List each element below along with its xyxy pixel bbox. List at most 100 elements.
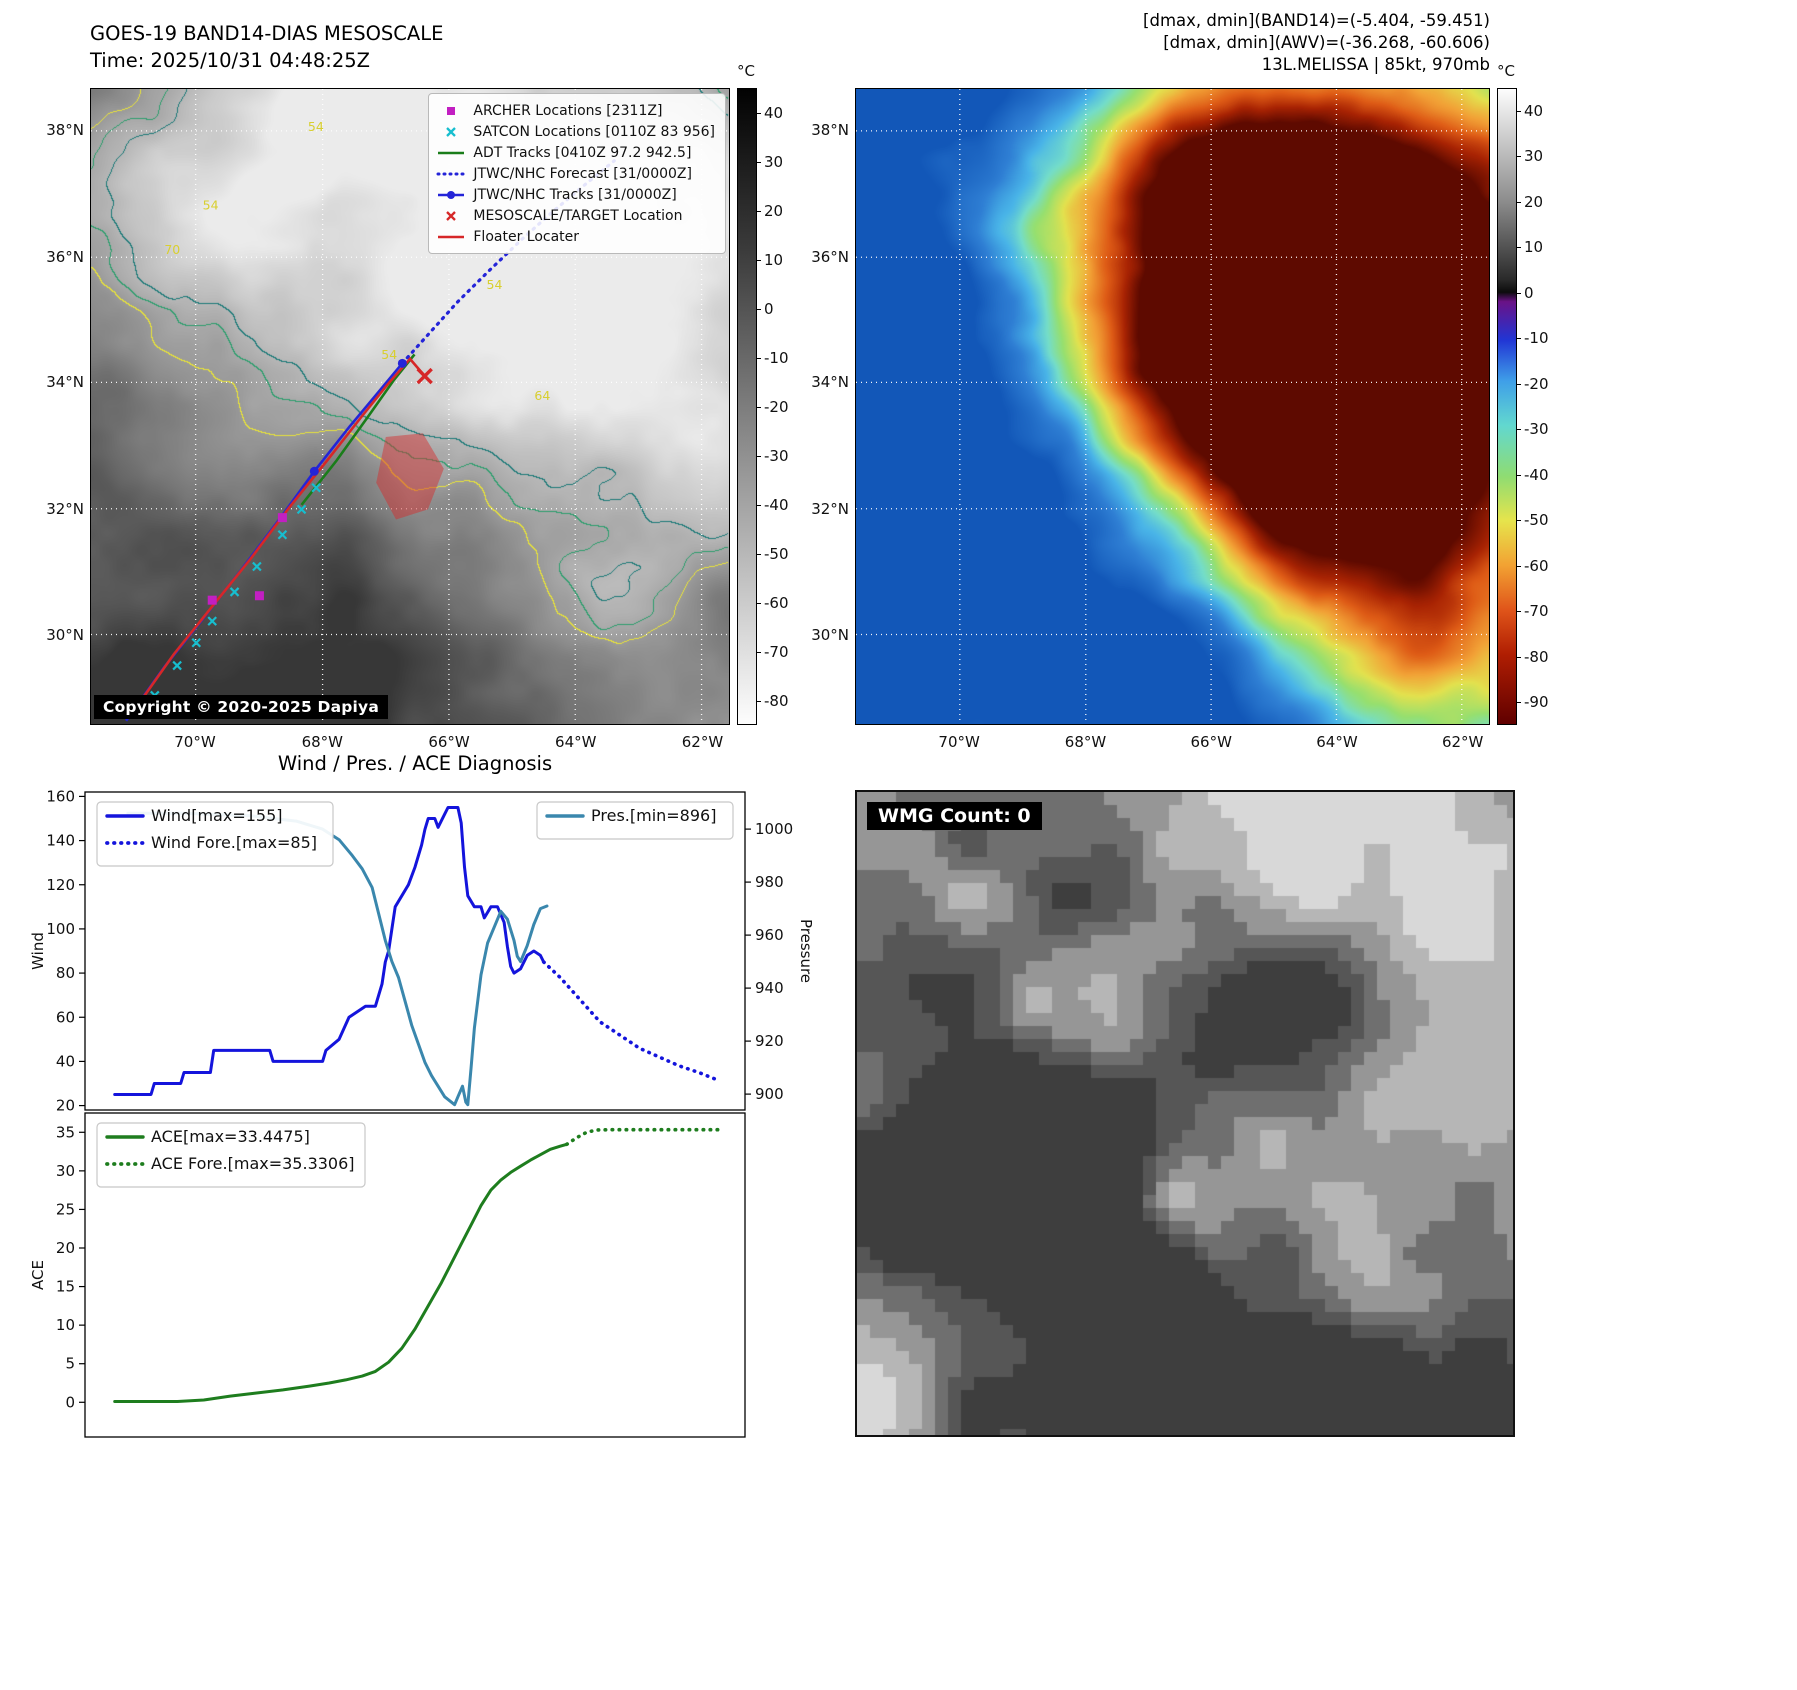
- colorbar-tick-mark: [757, 455, 761, 457]
- map-legend-label: Floater Locater: [473, 228, 580, 245]
- map-legend-item: SATCON Locations [0110Z 83 956]: [436, 122, 715, 141]
- storm-id-intensity: 13L.MELISSA | 85kt, 970mb: [1261, 55, 1490, 74]
- colorbar-tick-label: -50: [764, 544, 789, 563]
- lon-tick-label: 66°W: [1190, 733, 1232, 751]
- colorbar-tick-mark: [757, 259, 761, 261]
- colorbar-tick-mark: [1517, 429, 1521, 431]
- satcon-marker: [277, 529, 288, 540]
- y-tick-label: 960: [755, 926, 784, 944]
- colorbar-tick-mark: [757, 406, 761, 408]
- colorbar-tick-label: 10: [764, 250, 784, 269]
- lat-tick-label: 30°N: [46, 626, 84, 645]
- lon-tick-label: 66°W: [428, 733, 470, 751]
- satcon-marker: [296, 504, 307, 515]
- chart-legend-label: Wind[max=155]: [151, 806, 283, 825]
- map-legend: ARCHER Locations [2311Z] SATCON Locations…: [428, 93, 726, 254]
- y-axis-label: Pressure: [797, 919, 815, 983]
- x-marker: [446, 210, 457, 221]
- y-tick-label: 980: [755, 873, 784, 891]
- awv-colorbar: [1497, 88, 1517, 725]
- y-tick-label: 0: [65, 1393, 75, 1411]
- panel-tr-header: [dmax, dmin](BAND14)=(-5.404, -59.451) […: [1143, 10, 1490, 76]
- band14-colorbar-unit: °C: [737, 62, 755, 80]
- map-legend-item: JTWC/NHC Tracks [31/0000Z]: [436, 185, 715, 204]
- jtwc-position-dot: [309, 466, 319, 476]
- lat-tick-label: 34°N: [46, 373, 84, 392]
- colorbar-tick-mark: [757, 504, 761, 506]
- colorbar-tick-label: -80: [764, 691, 789, 710]
- panel-tl-title: GOES-19 BAND14-DIAS MESOSCALE Time: 2025…: [90, 20, 443, 74]
- colorbar-tick-label: -10: [1524, 329, 1549, 348]
- y-tick-label: 940: [755, 979, 784, 997]
- chart-legend-label: Wind Fore.[max=85]: [151, 833, 317, 852]
- colorbar-tick-mark: [757, 210, 761, 212]
- lat-tick-label: 38°N: [46, 121, 84, 140]
- y-axis-label: ACE: [29, 1260, 47, 1290]
- archer-marker: [207, 595, 217, 605]
- lon-tick-label: 68°W: [301, 733, 344, 751]
- lon-tick-label: 62°W: [681, 733, 724, 751]
- lat-tick-label: 36°N: [811, 247, 849, 266]
- colorbar-tick-mark: [1517, 156, 1521, 158]
- y-tick-label: 10: [56, 1316, 75, 1334]
- lon-tick-label: 64°W: [1316, 733, 1358, 751]
- colorbar-tick-label: -50: [1524, 511, 1549, 530]
- y-tick-label: 20: [56, 1097, 75, 1115]
- floater-footprint: [376, 433, 444, 520]
- satcon-marker: [191, 637, 202, 648]
- floater-track-line: [134, 356, 426, 709]
- colorbar-tick-mark: [757, 161, 761, 163]
- chart-legend-label: ACE[max=33.4475]: [151, 1127, 310, 1146]
- series-forecast-line: [564, 1127, 721, 1147]
- colorbar-tick-mark: [1517, 702, 1521, 704]
- colorbar-tick-mark: [757, 651, 761, 653]
- chart-frame: [84, 1112, 746, 1438]
- map-legend-label: JTWC/NHC Tracks [31/0000Z]: [473, 186, 677, 203]
- archer-marker: [277, 513, 287, 523]
- series-forecast-line: [541, 960, 718, 1081]
- wmg-panel: WMG Count: 0: [855, 790, 1515, 1437]
- colorbar-tick-label: -90: [1524, 693, 1549, 712]
- y-tick-label: 5: [65, 1355, 75, 1373]
- colorbar-tick-mark: [1517, 338, 1521, 340]
- series-line: [113, 806, 546, 1096]
- dotted-line-marker: [436, 172, 466, 175]
- colorbar-tick-label: -60: [1524, 556, 1549, 575]
- awv-satellite-image: [856, 89, 1489, 724]
- wmg-image: [857, 792, 1513, 1435]
- lon-tick-label: 64°W: [555, 733, 597, 751]
- lat-tick-label: 32°N: [811, 500, 849, 519]
- map-legend-label: ARCHER Locations [2311Z]: [473, 102, 663, 119]
- contour-label: 64: [534, 388, 550, 403]
- colorbar-tick-label: 40: [764, 103, 784, 122]
- chart-legend: [96, 1122, 366, 1188]
- awv-colorbar-unit: °C: [1497, 62, 1515, 80]
- colorbar-tick-mark: [1517, 520, 1521, 522]
- map-legend-label: ADT Tracks [0410Z 97.2 942.5]: [473, 144, 692, 161]
- map-legend-label: MESOSCALE/TARGET Location: [473, 207, 683, 224]
- contour-label: 70: [164, 242, 180, 257]
- colorbar-tick-mark: [757, 553, 761, 555]
- dmax-dmin-awv: [dmax, dmin](AWV)=(-36.268, -60.606): [1163, 33, 1490, 52]
- chart-legend: [536, 801, 734, 840]
- y-tick-label: 1000: [755, 820, 793, 838]
- y-tick-label: 920: [755, 1032, 784, 1050]
- y-tick-label: 40: [56, 1052, 75, 1070]
- colorbar-tick-label: -40: [1524, 465, 1549, 484]
- y-tick-label: 20: [56, 1239, 75, 1257]
- lon-tick-label: 68°W: [1064, 733, 1107, 751]
- satcon-marker: [252, 561, 262, 572]
- colorbar-tick-label: -70: [764, 642, 789, 661]
- y-tick-label: 35: [56, 1123, 75, 1141]
- colorbar-tick-label: 20: [764, 201, 784, 220]
- y-tick-label: 15: [56, 1278, 75, 1296]
- diagnosis-chart-title: Wind / Pres. / ACE Diagnosis: [277, 752, 553, 775]
- colorbar-tick-label: -20: [1524, 374, 1549, 393]
- colorbar-tick-mark: [1517, 383, 1521, 385]
- satcon-marker: [207, 616, 217, 626]
- colorbar-tick-label: -30: [1524, 420, 1549, 439]
- colorbar-tick-mark: [1517, 201, 1521, 203]
- y-tick-label: 100: [46, 920, 75, 938]
- colorbar-tick-label: -40: [764, 495, 789, 514]
